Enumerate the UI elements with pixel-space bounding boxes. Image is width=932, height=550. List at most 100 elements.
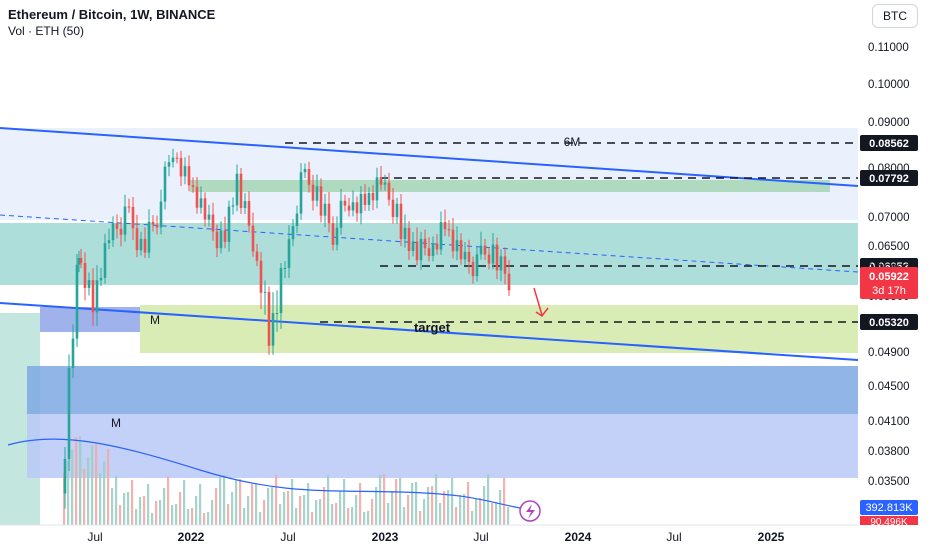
volume-bar — [231, 492, 234, 525]
candle-body — [175, 157, 179, 159]
candle-body — [299, 172, 303, 214]
zone-resistance-box — [190, 180, 830, 192]
candle-body — [295, 213, 299, 227]
volume-bar — [279, 504, 282, 525]
volume-bar — [463, 494, 466, 525]
candle-body — [503, 256, 507, 274]
volume-bar — [239, 479, 242, 525]
volume-legend: Vol · ETH (50) — [8, 24, 85, 38]
candle-body — [215, 231, 219, 249]
volume-bar — [491, 503, 494, 525]
volume-bar — [379, 475, 382, 525]
candle-body — [499, 256, 503, 271]
current-price-label: 0.05922 — [869, 271, 909, 283]
candle-body — [343, 200, 347, 206]
volume-badge-secondary-label: 90.496K — [870, 517, 908, 528]
current-price-badge — [860, 267, 918, 299]
volume-bar — [215, 488, 218, 525]
candle-body — [335, 227, 339, 245]
candle-body — [83, 263, 87, 288]
volume-bar — [107, 449, 110, 525]
candle-body — [279, 268, 283, 314]
candle-body — [103, 243, 107, 278]
candle-body — [451, 229, 455, 252]
volume-bar — [291, 479, 294, 525]
volume-bar — [287, 491, 290, 525]
x-tick-label: 2024 — [565, 530, 592, 544]
volume-bar — [243, 508, 246, 525]
candle-body — [315, 186, 319, 201]
volume-bar — [303, 495, 306, 525]
candle-body — [403, 227, 407, 240]
candle-body — [79, 257, 83, 264]
candle-body — [163, 166, 167, 202]
volume-bar — [315, 500, 318, 525]
lightning-icon-glyph — [526, 504, 535, 519]
candle-body — [63, 459, 67, 494]
candle-body — [263, 291, 267, 293]
candle-body — [275, 313, 279, 315]
volume-bar — [207, 512, 210, 525]
candle-body — [111, 223, 115, 241]
volume-bar — [131, 480, 134, 525]
volume-bar — [495, 502, 498, 525]
x-tick-label: Jul — [87, 530, 102, 544]
candle-body — [107, 240, 111, 244]
volume-bar — [247, 496, 250, 525]
candle-body — [423, 238, 427, 249]
candle-body — [183, 166, 187, 177]
volume-bar — [295, 508, 298, 525]
volume-bar — [335, 503, 338, 525]
candle-body — [363, 193, 367, 205]
candle-body — [291, 226, 295, 240]
candle-body — [307, 168, 311, 185]
volume-bar — [103, 461, 106, 525]
x-tick-label: 2023 — [372, 530, 399, 544]
symbol-button[interactable]: BTC — [872, 4, 918, 28]
level-badge: 0.05320 — [860, 314, 918, 330]
volume-bar — [235, 480, 238, 525]
x-tick-label: Jul — [473, 530, 488, 544]
volume-bar — [467, 482, 470, 525]
channel-lower-line — [0, 302, 859, 361]
candle-body — [123, 206, 127, 235]
volume-bar — [143, 496, 146, 525]
volume-bar — [183, 480, 186, 525]
level-badge-label: 0.05320 — [869, 317, 909, 329]
volume-bar — [371, 499, 374, 525]
volume-bar — [419, 511, 422, 525]
volume-bar — [455, 507, 458, 525]
candle-body — [115, 223, 119, 229]
volume-bar — [99, 473, 102, 525]
y-tick-label: 0.11000 — [868, 42, 909, 54]
candle-body — [319, 186, 323, 216]
volume-bar — [363, 512, 366, 525]
volume-bar — [283, 492, 286, 525]
volume-bar — [223, 475, 226, 525]
candle-body — [311, 184, 315, 201]
candle-body — [467, 251, 471, 262]
volume-bar — [135, 509, 138, 525]
volume-bar — [415, 482, 418, 525]
volume-bar — [167, 476, 170, 525]
target-arrow — [533, 287, 549, 318]
volume-bar — [219, 476, 222, 525]
volume-bar — [459, 495, 462, 525]
volume-bar — [503, 478, 506, 525]
volume-bar — [367, 511, 370, 525]
candle-body — [459, 240, 463, 260]
volume-bar — [67, 461, 70, 525]
candle-body — [387, 182, 391, 200]
level-badge-label: 0.08562 — [869, 138, 909, 150]
volume-bar — [75, 437, 78, 525]
candle-body — [271, 313, 275, 346]
volume-bar — [375, 487, 378, 525]
candle-body — [287, 239, 291, 268]
candle-body — [419, 238, 423, 261]
volume-bar — [155, 501, 158, 525]
volume-bar — [191, 508, 194, 525]
y-tick-label: 0.06500 — [868, 241, 910, 253]
level-badge-bg — [860, 314, 918, 330]
candle-body — [415, 241, 419, 261]
